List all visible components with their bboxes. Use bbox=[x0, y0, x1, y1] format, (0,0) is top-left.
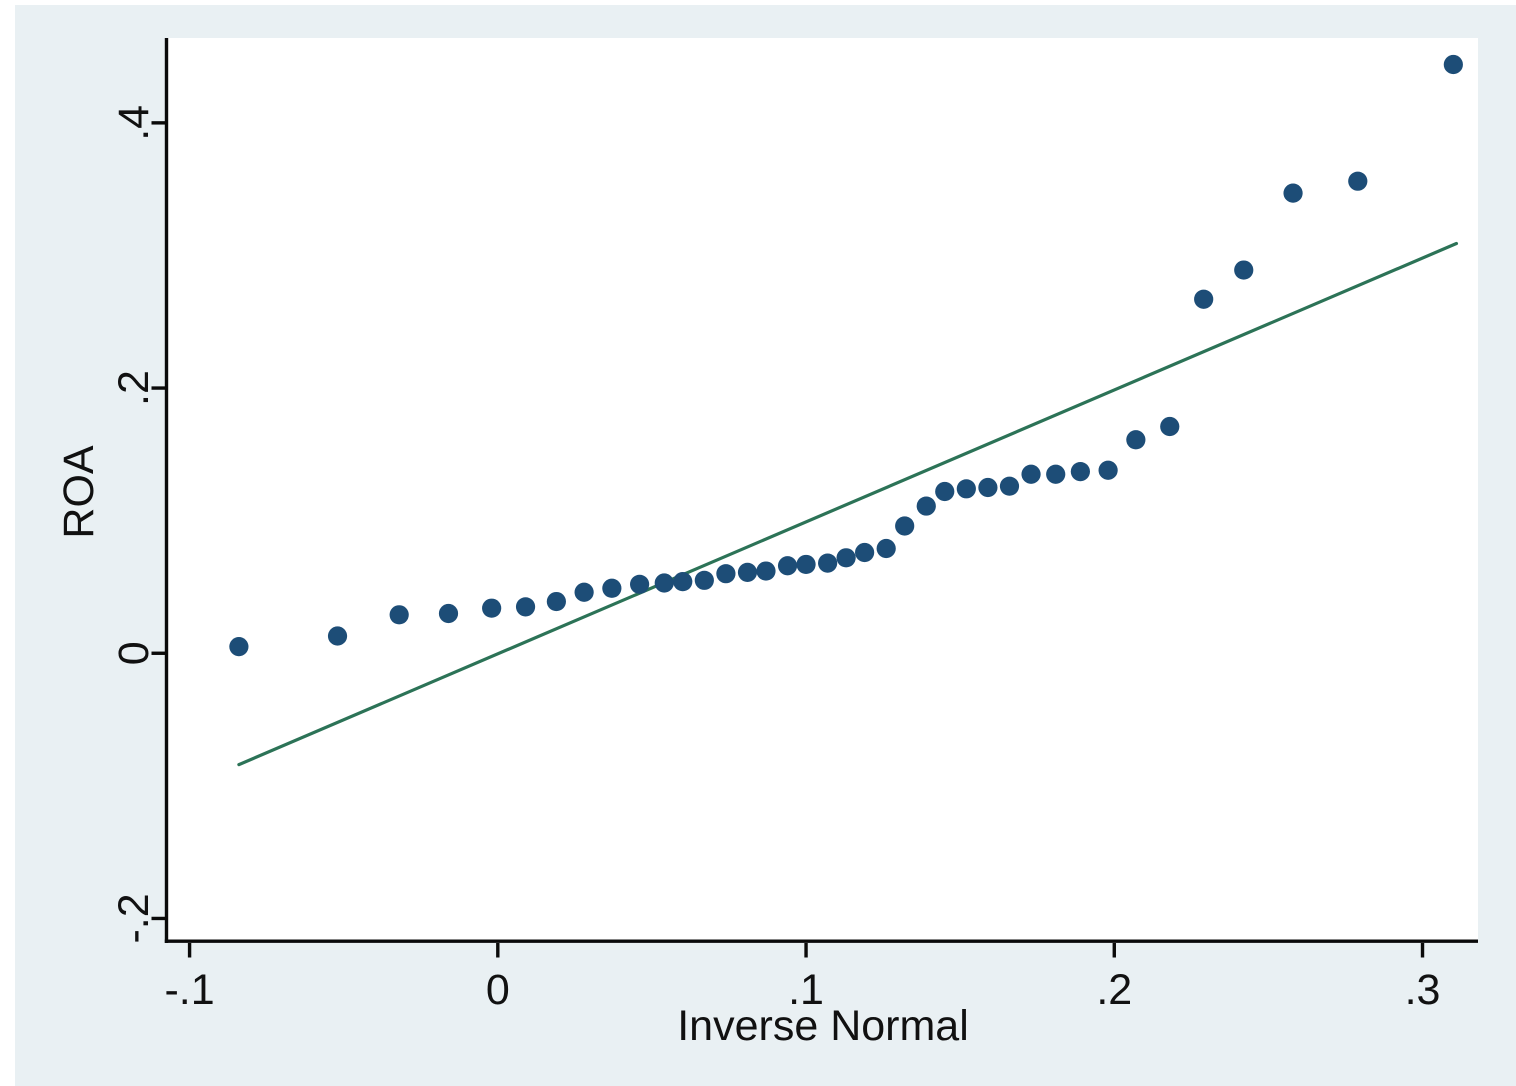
data-point bbox=[756, 561, 776, 581]
y-tick-label: .2 bbox=[110, 370, 158, 406]
data-point bbox=[855, 542, 875, 563]
data-point bbox=[796, 554, 816, 575]
plot-area bbox=[168, 38, 1478, 941]
data-point bbox=[1348, 171, 1368, 191]
data-point bbox=[1160, 416, 1180, 437]
data-point bbox=[630, 574, 650, 594]
data-point bbox=[1046, 464, 1066, 484]
data-point bbox=[876, 538, 896, 559]
data-point bbox=[1021, 464, 1041, 484]
data-point bbox=[574, 582, 594, 602]
reference-line bbox=[237, 241, 1459, 767]
y-tick-label: 0 bbox=[110, 641, 158, 665]
data-point bbox=[1234, 260, 1254, 280]
data-point bbox=[1126, 430, 1146, 450]
x-tick-label: .3 bbox=[1405, 966, 1441, 1014]
data-point bbox=[1194, 289, 1214, 309]
data-point bbox=[482, 598, 502, 618]
data-point bbox=[716, 564, 736, 584]
data-point bbox=[1070, 461, 1090, 482]
data-point bbox=[895, 516, 915, 536]
data-point bbox=[916, 496, 936, 516]
x-tick-label: 0 bbox=[486, 966, 510, 1014]
data-point bbox=[438, 603, 459, 624]
data-point bbox=[546, 591, 566, 612]
data-point bbox=[602, 578, 622, 598]
data-point bbox=[694, 570, 714, 590]
data-point bbox=[935, 481, 955, 502]
y-tick-label: -.2 bbox=[110, 893, 158, 943]
data-point bbox=[1443, 54, 1463, 75]
data-point bbox=[389, 605, 409, 625]
chart-content: -.1 0 .1 .2 .3 -.2 0 .2 .4 bbox=[110, 54, 1463, 1014]
data-point bbox=[777, 556, 798, 576]
x-tick-label: -.1 bbox=[164, 966, 214, 1014]
x-tick-label: .2 bbox=[1096, 966, 1132, 1014]
data-point bbox=[836, 548, 856, 568]
data-point bbox=[999, 476, 1020, 496]
data-point bbox=[818, 553, 838, 573]
data-point bbox=[327, 626, 348, 646]
x-axis-title: Inverse Normal bbox=[677, 1002, 969, 1050]
data-point bbox=[978, 477, 998, 498]
data-point bbox=[1283, 183, 1303, 203]
data-point bbox=[956, 479, 976, 499]
data-point bbox=[737, 562, 758, 582]
data-point bbox=[673, 572, 693, 592]
data-point bbox=[515, 597, 536, 617]
data-point bbox=[1098, 460, 1118, 480]
x-tick-label: .1 bbox=[788, 966, 824, 1014]
y-axis-title: ROA bbox=[55, 445, 103, 539]
data-point bbox=[229, 637, 249, 657]
y-tick-label: .4 bbox=[110, 105, 158, 141]
data-point bbox=[654, 573, 674, 593]
